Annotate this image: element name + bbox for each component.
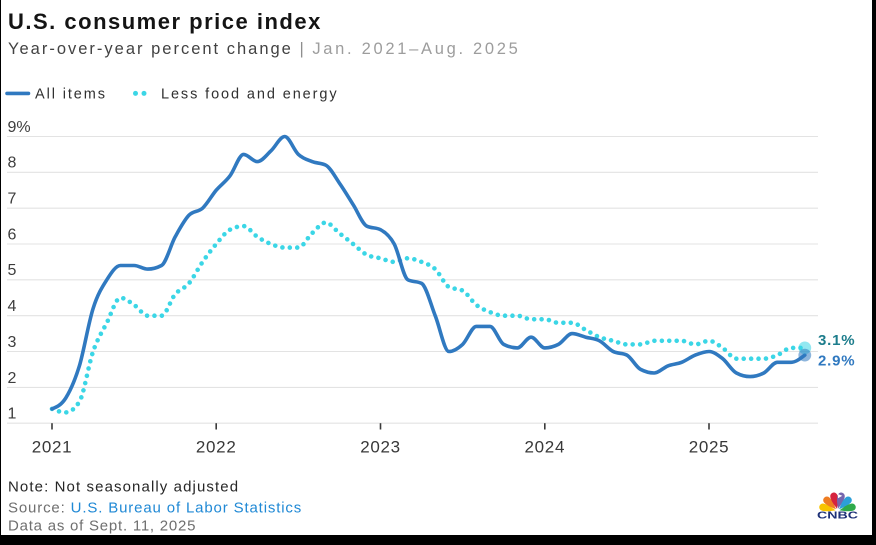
svg-text:U.S. consumer price index: U.S. consumer price index [8, 9, 322, 34]
svg-text:Source: U.S. Bureau of Labor S: Source: U.S. Bureau of Labor Statistics [8, 500, 302, 517]
svg-text:2024: 2024 [524, 438, 565, 457]
svg-text:2.9%: 2.9% [818, 353, 855, 370]
svg-text:3.1%: 3.1% [818, 332, 855, 349]
svg-text:4: 4 [8, 298, 17, 315]
svg-text:6: 6 [8, 226, 17, 243]
svg-text:2022: 2022 [196, 438, 237, 457]
svg-text:Year-over-year percent change: Year-over-year percent change | Jan. 202… [8, 40, 521, 58]
svg-text:5: 5 [8, 262, 17, 279]
svg-text:7: 7 [8, 191, 17, 208]
svg-text:2025: 2025 [689, 438, 730, 457]
svg-text:Data as of Sept. 11, 2025: Data as of Sept. 11, 2025 [8, 518, 196, 535]
svg-text:2023: 2023 [360, 438, 401, 457]
svg-text:All items: All items [35, 87, 107, 103]
svg-text:9%: 9% [8, 119, 31, 136]
svg-text:8: 8 [8, 155, 17, 172]
svg-text:2: 2 [8, 370, 17, 387]
svg-text:1: 1 [8, 406, 17, 423]
svg-text:Note: Not seasonally adjusted: Note: Not seasonally adjusted [8, 479, 239, 496]
svg-text:CNBC: CNBC [817, 510, 859, 522]
svg-text:3: 3 [8, 334, 17, 351]
svg-text:Less food and energy: Less food and energy [161, 87, 338, 103]
svg-text:2021: 2021 [32, 438, 73, 457]
